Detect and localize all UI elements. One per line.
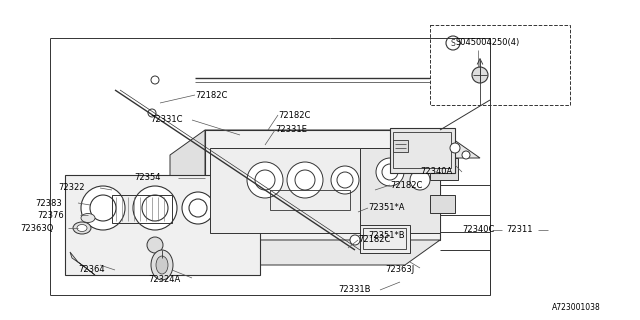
Circle shape [331,166,359,194]
Circle shape [337,172,353,188]
Text: 72324A: 72324A [148,276,180,284]
Ellipse shape [151,250,173,280]
Circle shape [81,186,125,230]
Text: 72340A: 72340A [420,167,452,177]
Ellipse shape [81,213,95,222]
Bar [270,190,350,210]
Bar [393,140,408,152]
Text: 72311: 72311 [506,226,532,235]
Circle shape [472,67,488,83]
Circle shape [261,179,269,187]
Polygon shape [70,252,95,275]
Circle shape [376,158,404,186]
Circle shape [350,235,360,245]
Text: A723001038: A723001038 [552,303,601,313]
Text: 72363Q: 72363Q [20,223,53,233]
Polygon shape [205,130,480,158]
Bar [390,128,455,173]
Text: 72331E: 72331E [275,125,307,134]
Circle shape [287,162,323,198]
Text: 72364: 72364 [78,266,104,275]
Polygon shape [170,130,205,265]
Circle shape [142,195,168,221]
Bar [360,148,440,233]
Circle shape [189,199,207,217]
Text: 72182C: 72182C [358,236,390,244]
Circle shape [182,192,214,224]
Ellipse shape [77,225,87,231]
Text: 72351*A: 72351*A [368,204,404,212]
Text: 72376: 72376 [37,211,64,220]
Bar [430,25,570,105]
Bar [363,228,406,249]
Ellipse shape [73,222,91,234]
Text: 72182C: 72182C [390,180,422,189]
Ellipse shape [156,256,168,274]
Text: 72383: 72383 [35,198,61,207]
Circle shape [151,76,159,84]
Circle shape [133,186,177,230]
Circle shape [382,164,398,180]
Circle shape [148,109,156,117]
Bar [210,148,430,233]
Text: 72363J: 72363J [385,266,414,275]
Text: 72354: 72354 [134,173,161,182]
Text: 72340C: 72340C [462,226,494,235]
Polygon shape [170,240,440,265]
Text: 72182C: 72182C [195,91,227,100]
Text: 72182C: 72182C [278,110,310,119]
Circle shape [236,161,244,169]
Bar [65,175,260,275]
Text: S: S [451,38,456,47]
Circle shape [446,36,460,50]
Circle shape [90,195,116,221]
Text: 72322: 72322 [58,183,84,193]
Circle shape [410,170,430,190]
Circle shape [462,151,470,159]
Text: S045004250(4): S045004250(4) [456,38,520,47]
Circle shape [147,237,163,253]
Bar [112,195,172,223]
Text: 72331C: 72331C [150,116,182,124]
Bar [430,158,458,180]
Circle shape [247,162,283,198]
Bar [393,132,451,168]
Text: 72331B: 72331B [338,285,371,294]
Bar [360,225,410,253]
Bar [430,195,455,213]
Circle shape [450,143,460,153]
Circle shape [295,170,315,190]
Circle shape [255,170,275,190]
Polygon shape [205,130,440,240]
Text: 72351*B: 72351*B [368,230,404,239]
